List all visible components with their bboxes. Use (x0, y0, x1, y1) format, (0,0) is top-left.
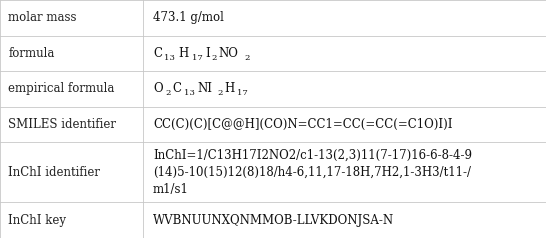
Text: 17: 17 (238, 89, 248, 97)
Text: I: I (206, 47, 210, 60)
Text: InChI identifier: InChI identifier (8, 166, 100, 179)
Text: O: O (153, 82, 163, 95)
Text: 473.1 g/mol: 473.1 g/mol (153, 11, 224, 24)
Text: C: C (153, 47, 162, 60)
Text: CC(C)(C)[C@@H](CO)N=CC1=CC(=CC(=C1O)I)I: CC(C)(C)[C@@H](CO)N=CC1=CC(=CC(=C1O)I)I (153, 118, 453, 131)
Bar (0, 142, 546, 203)
Text: InChI key: InChI key (8, 214, 66, 227)
Text: 2: 2 (217, 89, 223, 97)
Text: SMILES identifier: SMILES identifier (8, 118, 116, 131)
Text: H: H (224, 82, 234, 95)
Text: 2: 2 (244, 54, 250, 62)
Text: m1/s1: m1/s1 (153, 183, 189, 196)
Text: (14)5-10(15)12(8)18/h4-6,11,17-18H,7H2,1-3H3/t11-/: (14)5-10(15)12(8)18/h4-6,11,17-18H,7H2,1… (153, 166, 471, 179)
Text: NI: NI (198, 82, 213, 95)
Text: InChI=1/C13H17I2NO2/c1-13(2,3)11(7-17)16-6-8-4-9: InChI=1/C13H17I2NO2/c1-13(2,3)11(7-17)16… (153, 149, 472, 162)
Bar (0, 107, 546, 142)
Text: 13: 13 (164, 54, 175, 62)
Text: 17: 17 (192, 54, 203, 62)
Text: H: H (179, 47, 189, 60)
Bar (0, 71, 546, 107)
Bar (0, 203, 546, 238)
Text: molar mass: molar mass (8, 11, 76, 24)
Bar (0, 0, 546, 35)
Text: 13: 13 (184, 89, 195, 97)
Text: empirical formula: empirical formula (8, 82, 115, 95)
Text: WVBNUUNXQNMMOB-LLVKDONJSA-N: WVBNUUNXQNMMOB-LLVKDONJSA-N (153, 214, 394, 227)
Text: 2: 2 (165, 89, 171, 97)
Text: C: C (172, 82, 181, 95)
Text: 2: 2 (212, 54, 217, 62)
Text: formula: formula (8, 47, 55, 60)
Text: NO: NO (219, 47, 239, 60)
Bar (0, 35, 546, 71)
